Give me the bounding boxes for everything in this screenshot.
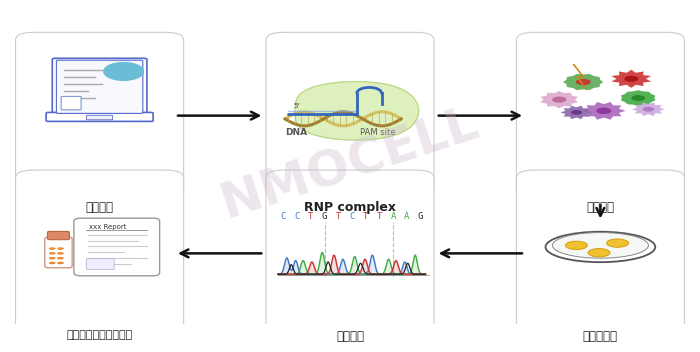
Text: NMOCELL: NMOCELL: [215, 99, 485, 228]
Text: A: A: [405, 212, 409, 221]
Ellipse shape: [607, 239, 629, 247]
Text: RNP complex: RNP complex: [304, 201, 396, 214]
Text: 测序验证: 测序验证: [336, 330, 364, 343]
Text: 质检冻存（提供报告）: 质检冻存（提供报告）: [66, 330, 133, 340]
Polygon shape: [563, 74, 603, 90]
Ellipse shape: [552, 96, 566, 103]
FancyBboxPatch shape: [48, 231, 69, 240]
FancyBboxPatch shape: [15, 170, 183, 337]
Ellipse shape: [575, 79, 591, 85]
Text: T: T: [377, 212, 382, 221]
Polygon shape: [582, 102, 626, 120]
Polygon shape: [631, 102, 666, 116]
Text: T: T: [363, 212, 368, 221]
Ellipse shape: [566, 241, 587, 250]
Ellipse shape: [49, 252, 56, 254]
Text: T: T: [336, 212, 341, 221]
Text: G: G: [418, 212, 424, 221]
FancyBboxPatch shape: [61, 96, 81, 110]
FancyBboxPatch shape: [15, 32, 183, 199]
Polygon shape: [561, 106, 592, 119]
Text: 细胞转染: 细胞转染: [587, 201, 615, 214]
Ellipse shape: [57, 247, 64, 250]
Circle shape: [103, 62, 144, 81]
FancyBboxPatch shape: [45, 237, 72, 268]
Polygon shape: [611, 70, 651, 88]
Text: C: C: [281, 212, 286, 221]
FancyBboxPatch shape: [86, 258, 114, 269]
Text: xxx Report: xxx Report: [89, 224, 127, 230]
Ellipse shape: [57, 257, 64, 259]
FancyBboxPatch shape: [46, 112, 153, 121]
Ellipse shape: [643, 107, 654, 112]
Polygon shape: [295, 82, 419, 140]
Ellipse shape: [545, 232, 655, 262]
FancyBboxPatch shape: [266, 32, 434, 199]
Ellipse shape: [588, 249, 610, 257]
FancyBboxPatch shape: [517, 170, 685, 337]
Ellipse shape: [57, 262, 64, 264]
Ellipse shape: [49, 247, 56, 250]
Ellipse shape: [596, 108, 611, 114]
FancyBboxPatch shape: [52, 58, 147, 115]
Text: DNA: DNA: [286, 128, 307, 138]
Ellipse shape: [57, 252, 64, 254]
Polygon shape: [540, 91, 578, 108]
FancyBboxPatch shape: [266, 170, 434, 337]
Ellipse shape: [49, 257, 56, 259]
Text: A: A: [391, 212, 396, 221]
Polygon shape: [621, 90, 655, 106]
Text: C: C: [349, 212, 355, 221]
FancyBboxPatch shape: [87, 115, 113, 120]
Polygon shape: [573, 64, 587, 90]
Ellipse shape: [631, 95, 645, 101]
Text: PAM site: PAM site: [360, 128, 395, 138]
FancyBboxPatch shape: [74, 218, 160, 276]
Text: T: T: [308, 212, 314, 221]
Text: 5': 5': [294, 103, 300, 109]
Text: G: G: [322, 212, 328, 221]
Text: C: C: [295, 212, 300, 221]
Ellipse shape: [552, 233, 648, 258]
Text: 单克隆形成: 单克隆形成: [583, 330, 618, 343]
Ellipse shape: [49, 262, 56, 264]
FancyBboxPatch shape: [57, 60, 143, 113]
FancyBboxPatch shape: [517, 32, 685, 199]
Text: 设计方案: 设计方案: [85, 201, 113, 214]
Ellipse shape: [571, 110, 582, 115]
Ellipse shape: [624, 76, 638, 82]
